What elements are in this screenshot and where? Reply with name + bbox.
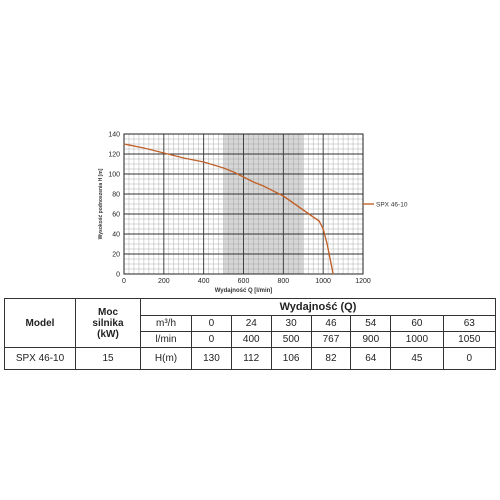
h-value-6: 0 <box>442 347 497 370</box>
y-tick-label: 120 <box>108 152 120 159</box>
series-line-0 <box>123 143 334 275</box>
m3h-value-5: 60 <box>390 315 444 332</box>
m3h-row: m³/h 0 24 30 46 54 60 63 <box>5 315 497 332</box>
motor-power-header-line3: (kW) <box>97 328 119 340</box>
lmin-value-2: 500 <box>270 331 312 348</box>
m3h-value-0: 0 <box>191 315 232 332</box>
x-tick-label: 0 <box>122 278 126 285</box>
x-tick-label: 1200 <box>355 278 371 285</box>
motor-power-header-line2: silnika <box>92 317 124 329</box>
h-value-5: 45 <box>390 347 444 370</box>
y-tick-label: 60 <box>112 212 120 219</box>
lmin-value-5: 1000 <box>390 331 444 348</box>
model-header: Model <box>4 298 76 348</box>
x-tick-label: 800 <box>277 278 289 285</box>
model-row: SPX 46-10 15 H(m) 130 112 106 82 64 45 0 <box>4 347 497 370</box>
h-value-0: 130 <box>191 347 232 370</box>
unit-m3h-label: m³/h <box>140 315 192 332</box>
lmin-row: l/min 0 400 500 767 900 1000 1050 <box>5 331 497 348</box>
performance-table: Model Moc silnika (kW) Wydajność (Q) m³/… <box>4 298 497 370</box>
motor-power-header: Moc silnika (kW) <box>75 298 141 348</box>
y-tick-label: 140 <box>108 132 120 139</box>
x-tick-label: 1000 <box>315 278 331 285</box>
unit-h-label: H(m) <box>140 347 192 370</box>
h-value-4: 64 <box>350 347 392 370</box>
x-tick-label: 200 <box>158 278 170 285</box>
x-tick-label: 400 <box>198 278 210 285</box>
y-tick-label: 100 <box>108 172 120 179</box>
model-name: SPX 46-10 <box>4 347 76 370</box>
y-tick-label: 80 <box>112 192 120 199</box>
motor-power-value: 15 <box>75 347 141 370</box>
m3h-value-4: 54 <box>350 315 392 332</box>
lmin-value-1: 400 <box>230 331 272 348</box>
m3h-value-6: 63 <box>442 315 497 332</box>
lmin-value-6: 1050 <box>442 331 497 348</box>
lmin-value-4: 900 <box>350 331 392 348</box>
lmin-value-3: 767 <box>310 331 352 348</box>
h-value-2: 106 <box>270 347 312 370</box>
m3h-value-2: 30 <box>270 315 312 332</box>
y-tick-label: 40 <box>112 232 120 239</box>
y-tick-label: 0 <box>116 272 120 279</box>
h-value-1: 112 <box>230 347 272 370</box>
pump-curve-chart: 0 200 400 600 800 1000 1200 0 20 40 60 80 100 120 140 W… <box>98 132 408 295</box>
x-tick-label: 600 <box>238 278 250 285</box>
m3h-value-3: 46 <box>310 315 352 332</box>
m3h-value-1: 24 <box>230 315 272 332</box>
lmin-value-0: 0 <box>191 331 232 348</box>
y-tick-label: 20 <box>112 252 120 259</box>
unit-lmin-label: l/min <box>140 331 192 348</box>
h-value-3: 82 <box>310 347 352 370</box>
motor-power-header-line1: Moc <box>98 306 118 318</box>
legend-label-0: SPX 46-10 <box>376 202 408 209</box>
x-axis-label: Wydajność Q [l/min] <box>215 288 273 294</box>
flow-header: Wydajność (Q) <box>140 298 496 316</box>
y-axis-label: Wysokość podnoszenia H [m] <box>98 168 104 239</box>
